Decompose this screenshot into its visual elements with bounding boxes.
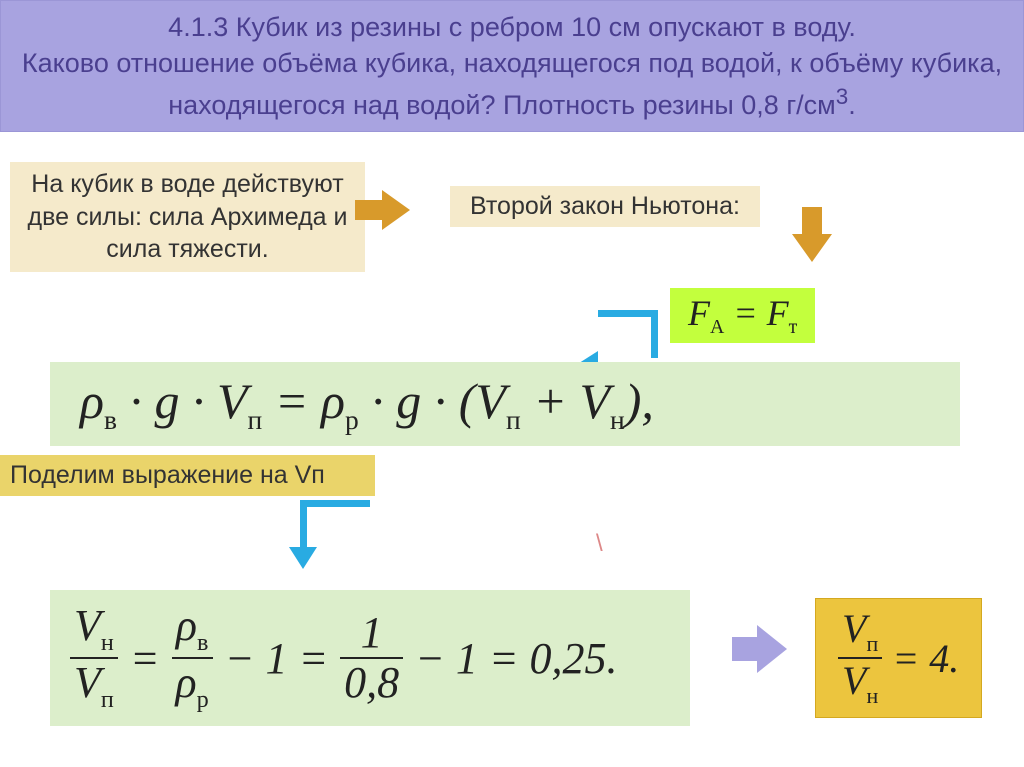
- header-tail: .: [848, 90, 856, 120]
- minus2: − 1 = 0,25.: [415, 633, 617, 684]
- vp1: V: [217, 373, 248, 429]
- arrow-down-icon: [792, 234, 832, 262]
- rhov-sub: в: [197, 629, 208, 656]
- vp-num2: V: [842, 606, 866, 651]
- eq3-eq1: =: [130, 633, 160, 684]
- rp: ),: [625, 373, 654, 429]
- dot4: ·: [421, 373, 459, 429]
- backslash-mark: \: [596, 530, 603, 558]
- vp1-sub: п: [248, 404, 263, 435]
- vn-num: V: [74, 601, 101, 650]
- rhor-den: ρ: [176, 658, 197, 707]
- dot3: ·: [359, 373, 397, 429]
- vp-num2-sub: п: [866, 631, 878, 656]
- fa-symbol: F: [688, 293, 710, 333]
- rho-v-sub: в: [104, 404, 117, 435]
- den08: 0,8: [340, 657, 403, 705]
- vp2-sub: п: [506, 404, 521, 435]
- problem-header: 4.1.3 Кубик из резины с ребром 10 см опу…: [0, 0, 1024, 132]
- header-sup: 3: [836, 84, 849, 109]
- arrow-blue-down-icon: [300, 500, 370, 555]
- frac-num: 1 0,8: [340, 611, 403, 705]
- rho-v: ρ: [80, 373, 104, 429]
- equation-forces: FА = Fт: [670, 288, 815, 343]
- vn-den2: V: [842, 658, 866, 703]
- rho-r: ρ: [321, 373, 345, 429]
- vn: V: [579, 373, 610, 429]
- vn-sub: н: [610, 404, 625, 435]
- rhor-sub: р: [197, 686, 209, 713]
- rho-r-sub: р: [345, 404, 359, 435]
- divide-text: Поделим выражение на Vп: [10, 461, 325, 489]
- rhov-num: ρ: [176, 601, 197, 650]
- equation-main: ρв · g · Vп = ρр · g · (Vп + Vн),: [50, 362, 960, 446]
- g1: g: [155, 373, 180, 429]
- newton-law-box: Второй закон Ньютона:: [450, 186, 760, 227]
- frac-vp-vn: Vп Vн: [838, 609, 882, 707]
- vp2: V: [475, 373, 506, 429]
- ft-sub: т: [789, 316, 798, 338]
- eq-sign: =: [724, 293, 766, 333]
- equation-ratio: Vн Vп = ρв ρр − 1 = 1 0,8 − 1 = 0,25.: [50, 590, 690, 726]
- g2: g: [396, 373, 421, 429]
- ft-symbol: F: [767, 293, 789, 333]
- dot1: ·: [117, 373, 155, 429]
- arrow-blue-down-left-icon: [598, 310, 658, 358]
- eq4-val: = 4.: [892, 635, 959, 682]
- one: 1: [357, 611, 387, 657]
- arrow-right-purple-icon: [757, 625, 787, 673]
- dot2: ·: [180, 373, 218, 429]
- vp-den: V: [74, 658, 101, 707]
- plus: +: [521, 373, 580, 429]
- fa-sub: А: [710, 316, 724, 338]
- equation-answer: Vп Vн = 4.: [815, 598, 982, 718]
- vn-den2-sub: н: [866, 683, 878, 708]
- vp-den-sub: п: [101, 686, 114, 713]
- frac-vn-vp: Vн Vп: [70, 604, 118, 712]
- minus1: − 1 =: [225, 633, 328, 684]
- newton-text: Второй закон Ньютона:: [470, 192, 740, 220]
- header-line1: 4.1.3 Кубик из резины с ребром 10 см опу…: [168, 12, 856, 42]
- divide-expression-box: Поделим выражение на Vп: [0, 455, 375, 496]
- forces-description-box: На кубик в воде действуют две силы: сила…: [10, 162, 365, 272]
- arrow-right-icon: [382, 190, 410, 230]
- frac-rho: ρв ρр: [172, 604, 213, 712]
- eq2-eq: =: [262, 373, 321, 429]
- lp: (: [459, 373, 476, 429]
- vn-num-sub: н: [101, 629, 114, 656]
- forces-text: На кубик в воде действуют две силы: сила…: [28, 170, 348, 263]
